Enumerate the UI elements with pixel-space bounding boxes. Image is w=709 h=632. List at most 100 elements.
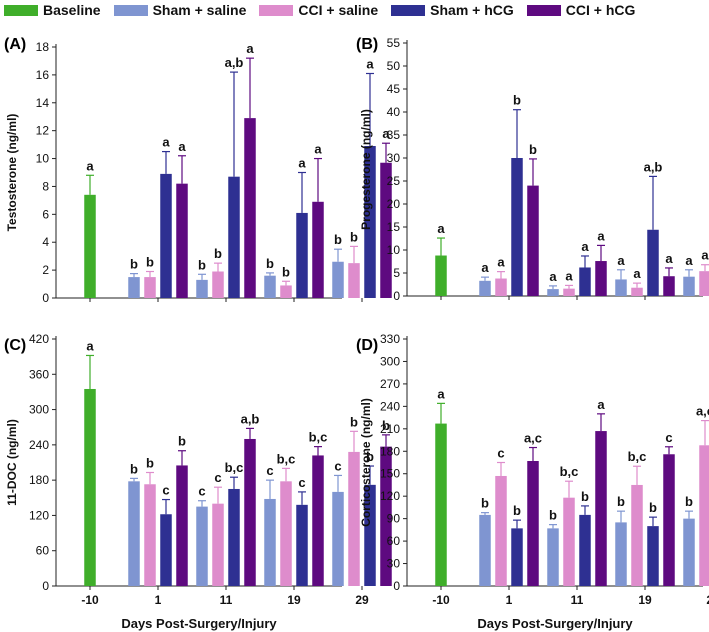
significance-label: a,b	[225, 55, 244, 70]
legend-label: Baseline	[43, 2, 101, 18]
significance-label: b	[350, 229, 358, 244]
bar	[479, 514, 491, 586]
bar	[563, 288, 575, 296]
bar	[547, 528, 559, 586]
significance-label: c	[198, 484, 205, 499]
y-tick-label: 0	[42, 291, 49, 305]
significance-label: b	[581, 489, 589, 504]
y-tick-label: 10	[36, 152, 50, 166]
significance-label: c	[665, 430, 672, 445]
bar	[699, 445, 709, 586]
bar	[128, 277, 140, 298]
bar	[312, 201, 324, 298]
significance-label: b,c	[560, 464, 579, 479]
legend-label: Sham + saline	[152, 2, 247, 18]
y-tick-label: 120	[380, 489, 400, 503]
legend-swatch	[4, 4, 38, 16]
y-tick-label: 60	[387, 534, 401, 548]
y-tick-label: 210	[380, 422, 400, 436]
panel-label: (C)	[4, 337, 26, 354]
bar	[160, 173, 172, 298]
bar	[595, 261, 607, 296]
legend-item-cci-saline: CCI + saline	[259, 2, 378, 18]
significance-label: b	[685, 494, 693, 509]
bar	[332, 491, 344, 586]
legend-swatch	[391, 4, 426, 16]
legend-item-baseline: Baseline	[4, 2, 101, 18]
bar	[280, 481, 292, 586]
bar	[364, 484, 376, 586]
bar	[511, 158, 523, 296]
legend-item-sham-hcg: Sham + hCG	[391, 2, 514, 18]
significance-label: a	[437, 386, 445, 401]
bar	[631, 287, 643, 296]
significance-label: a	[565, 268, 573, 283]
y-tick-label: 16	[36, 68, 50, 82]
bar	[380, 446, 392, 586]
significance-label: a	[366, 56, 374, 71]
x-tick-label: 11	[220, 593, 233, 607]
significance-label: b	[198, 257, 206, 272]
bar	[631, 484, 643, 586]
y-tick-label: 150	[380, 467, 400, 481]
significance-label: b	[366, 449, 374, 464]
bar	[683, 276, 695, 296]
bar	[228, 488, 240, 586]
significance-label: b,c	[309, 430, 328, 445]
bar	[244, 438, 256, 586]
significance-label: b,c	[277, 451, 296, 466]
bar	[176, 183, 188, 298]
bar	[348, 451, 360, 586]
legend-swatch	[526, 4, 561, 16]
y-tick-label: 180	[29, 473, 49, 487]
significance-label: a,b	[644, 159, 663, 174]
significance-label: b	[481, 496, 489, 511]
y-tick-label: 40	[387, 105, 401, 119]
significance-label: a,c	[524, 431, 542, 446]
y-tick-label: 240	[380, 399, 400, 413]
bar	[144, 484, 156, 586]
significance-label: b	[178, 434, 186, 449]
significance-label: a	[685, 253, 693, 268]
bar	[683, 518, 695, 586]
significance-label: a	[701, 248, 709, 263]
x-tick-label: 19	[287, 593, 301, 607]
x-tick-label: 29	[355, 593, 369, 607]
significance-label: a	[298, 156, 306, 171]
x-tick-label: -10	[432, 593, 450, 607]
bar	[212, 271, 224, 298]
x-tick-label: 29	[706, 593, 709, 607]
panel-label: (D)	[356, 337, 378, 354]
significance-label: b	[549, 508, 557, 523]
significance-label: b	[146, 255, 154, 270]
y-tick-label: 20	[387, 197, 401, 211]
y-tick-label: 90	[387, 512, 401, 526]
significance-label: b	[130, 461, 138, 476]
bar	[527, 185, 539, 296]
y-tick-label: 60	[36, 544, 50, 558]
bar	[495, 278, 507, 296]
bar	[511, 528, 523, 586]
bar	[435, 423, 447, 586]
bar	[332, 261, 344, 298]
bar	[144, 277, 156, 298]
bar	[663, 276, 675, 296]
y-tick-label: 50	[387, 59, 401, 73]
x-tick-label: 1	[155, 593, 162, 607]
bar	[296, 504, 308, 586]
y-tick-label: 0	[393, 579, 400, 593]
significance-label: a	[597, 397, 605, 412]
bar	[196, 279, 208, 298]
y-axis-title: Corticosterone (ng/ml)	[359, 398, 373, 527]
significance-label: a	[481, 260, 489, 275]
y-tick-label: 180	[380, 444, 400, 458]
y-tick-label: 5	[393, 266, 400, 280]
y-tick-label: 300	[380, 354, 400, 368]
x-tick-label: 19	[638, 593, 652, 607]
x-tick-label: -10	[81, 593, 99, 607]
significance-label: b	[513, 93, 521, 108]
legend-label: CCI + hCG	[565, 2, 636, 18]
significance-label: c	[298, 475, 305, 490]
legend-swatch	[113, 4, 148, 16]
y-tick-label: 240	[29, 438, 49, 452]
